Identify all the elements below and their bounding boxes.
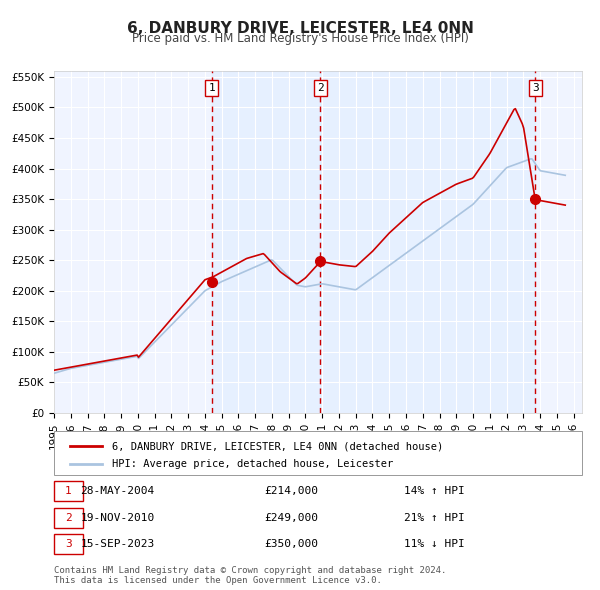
Text: 15-SEP-2023: 15-SEP-2023 xyxy=(80,539,154,549)
FancyBboxPatch shape xyxy=(54,481,83,502)
Text: 2: 2 xyxy=(317,83,324,93)
Text: £249,000: £249,000 xyxy=(265,513,319,523)
Text: 1: 1 xyxy=(208,83,215,93)
Text: 19-NOV-2010: 19-NOV-2010 xyxy=(80,513,154,523)
Text: 3: 3 xyxy=(532,83,539,93)
Text: 2: 2 xyxy=(65,513,71,523)
Text: 21% ↑ HPI: 21% ↑ HPI xyxy=(404,513,464,523)
Text: £214,000: £214,000 xyxy=(265,486,319,496)
FancyBboxPatch shape xyxy=(54,431,582,475)
Text: Contains HM Land Registry data © Crown copyright and database right 2024.
This d: Contains HM Land Registry data © Crown c… xyxy=(54,566,446,585)
Text: 11% ↓ HPI: 11% ↓ HPI xyxy=(404,539,464,549)
Text: 28-MAY-2004: 28-MAY-2004 xyxy=(80,486,154,496)
Text: 1: 1 xyxy=(65,486,71,496)
Text: 3: 3 xyxy=(65,539,71,549)
Text: HPI: Average price, detached house, Leicester: HPI: Average price, detached house, Leic… xyxy=(112,459,394,469)
Bar xyxy=(212,71,320,413)
Text: 6, DANBURY DRIVE, LEICESTER, LE4 0NN (detached house): 6, DANBURY DRIVE, LEICESTER, LE4 0NN (de… xyxy=(112,441,443,451)
FancyBboxPatch shape xyxy=(54,507,83,528)
FancyBboxPatch shape xyxy=(54,534,83,555)
Text: £350,000: £350,000 xyxy=(265,539,319,549)
Bar xyxy=(320,71,535,413)
Text: 14% ↑ HPI: 14% ↑ HPI xyxy=(404,486,464,496)
Text: 6, DANBURY DRIVE, LEICESTER, LE4 0NN: 6, DANBURY DRIVE, LEICESTER, LE4 0NN xyxy=(127,21,473,35)
Text: Price paid vs. HM Land Registry's House Price Index (HPI): Price paid vs. HM Land Registry's House … xyxy=(131,32,469,45)
